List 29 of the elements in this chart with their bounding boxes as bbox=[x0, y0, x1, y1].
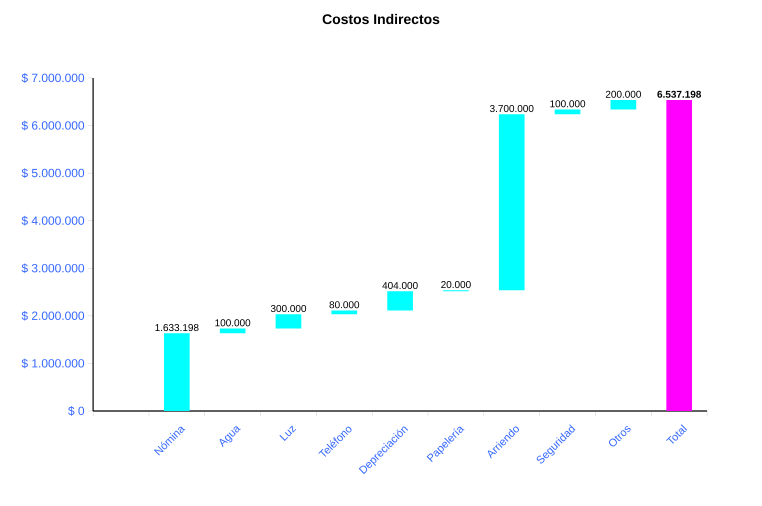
y-tick-label: $ 6.000.000 bbox=[22, 120, 84, 130]
bar bbox=[276, 314, 302, 329]
data-label: 20.000 bbox=[441, 281, 471, 288]
y-tick-label: $ 3.000.000 bbox=[22, 263, 84, 274]
data-label: 80.000 bbox=[329, 301, 360, 308]
bar bbox=[331, 310, 358, 314]
chart-title: Costos Indirectos bbox=[322, 14, 440, 24]
x-tick-label: Luz bbox=[279, 426, 296, 441]
bar bbox=[610, 100, 636, 110]
bar bbox=[220, 328, 246, 334]
y-tick-label: $ 5.000.000 bbox=[22, 168, 84, 178]
data-label: 1.633.198 bbox=[155, 324, 199, 332]
y-tick-label: $ 2.000.000 bbox=[22, 311, 84, 321]
y-tick-label: $ 0 bbox=[68, 406, 84, 416]
data-label: 3.700.000 bbox=[490, 105, 534, 112]
y-tick-label: $ 4.000.000 bbox=[22, 216, 84, 226]
data-label: 6.537.198 bbox=[657, 90, 702, 98]
bar bbox=[164, 333, 190, 411]
bar bbox=[666, 100, 692, 411]
data-label: 100.000 bbox=[215, 319, 250, 326]
bar bbox=[387, 291, 413, 310]
data-label: 100.000 bbox=[550, 100, 586, 108]
y-tick-label: $ 7.000.000 bbox=[22, 73, 84, 83]
bar bbox=[554, 110, 580, 114]
y-tick-label: $ 1.000.000 bbox=[22, 358, 84, 368]
data-label: 200.000 bbox=[606, 90, 641, 98]
bar bbox=[498, 114, 525, 290]
data-label: 300.000 bbox=[270, 305, 306, 312]
data-label: 404.000 bbox=[382, 282, 418, 290]
